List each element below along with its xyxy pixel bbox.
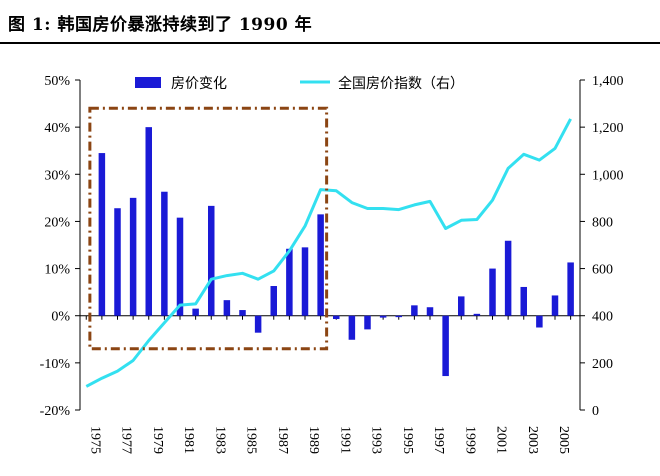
bar	[489, 268, 496, 316]
bar	[473, 313, 481, 316]
title-rule	[0, 42, 660, 44]
x-tick-label: 1989	[306, 426, 321, 454]
bar	[551, 295, 559, 316]
y-left-tick-label: -20%	[40, 404, 71, 419]
legend-label-line: 全国房价指数（右）	[338, 75, 464, 92]
y-left-tick-label: 30%	[44, 168, 70, 183]
y-right-tick-label: 0	[592, 404, 599, 419]
x-tick-label: 2005	[556, 426, 571, 454]
x-tick-label: 1983	[212, 426, 227, 454]
y-left-tick-label: 20%	[44, 215, 70, 230]
bar-series-layer	[98, 127, 574, 377]
annotation-layer	[88, 106, 329, 351]
x-tick-label: 1999	[462, 426, 477, 454]
y-left-tick-label: 0%	[51, 310, 70, 325]
bar	[442, 315, 449, 377]
y-left-tick-label: 40%	[44, 121, 70, 136]
x-tick-label: 1979	[150, 426, 165, 454]
legend-label-bar: 房价变化	[171, 76, 227, 92]
bar	[364, 315, 371, 330]
bar	[176, 217, 184, 316]
highlight-box	[88, 106, 329, 351]
x-tick-label: 1981	[181, 426, 196, 454]
axes-layer: -20% -10% 0% 10% 20% 30% 40% 50% 0 200 400 600 800 1,…	[40, 74, 624, 454]
x-tick-label: 1987	[275, 426, 290, 454]
x-tick-label: 1991	[337, 426, 352, 454]
bar	[254, 315, 262, 333]
bar	[567, 262, 574, 316]
y-left-tick-label: 10%	[44, 263, 70, 278]
bar	[98, 153, 106, 316]
y-right-tick-label: 800	[592, 215, 613, 230]
bar	[145, 127, 152, 316]
bar	[458, 296, 465, 316]
y-right-tick-label: 600	[592, 263, 613, 278]
y-right-tick-label: 1,200	[592, 121, 624, 136]
bar	[192, 308, 199, 316]
bar	[161, 191, 168, 316]
y-left-tick-label: 50%	[44, 74, 70, 89]
bar	[114, 208, 121, 316]
bar	[317, 214, 324, 316]
y-right-tick-label: 200	[592, 357, 613, 372]
x-tick-label: 2001	[494, 426, 509, 454]
bar	[270, 286, 277, 316]
bar	[520, 286, 527, 316]
bar	[426, 307, 434, 316]
bar	[536, 315, 543, 328]
x-tick-label: 1985	[244, 426, 259, 454]
x-tick-label: 1997	[431, 426, 446, 454]
legend-swatch-bar	[135, 77, 161, 88]
bar	[411, 305, 418, 316]
x-tick-label: 1975	[87, 426, 102, 454]
bar	[223, 300, 231, 316]
line-series-layer	[85, 118, 572, 388]
legend: 房价变化 全国房价指数（右）	[135, 75, 464, 92]
x-tick-label: 1977	[119, 426, 134, 454]
y-right-tick-label: 400	[592, 310, 613, 325]
bar	[239, 310, 246, 316]
bar	[333, 315, 340, 320]
bar	[208, 205, 215, 316]
bar	[395, 315, 402, 318]
bar	[379, 315, 387, 318]
y-left-tick-label: -10%	[40, 357, 71, 372]
bar	[286, 248, 293, 316]
bar	[504, 240, 512, 316]
x-tick-label: 2003	[525, 426, 540, 454]
y-right-tick-label: 1,400	[592, 74, 624, 89]
chart-title: 图 1: 韩国房价暴涨持续到了 1990 年	[8, 15, 313, 35]
bar	[129, 197, 137, 316]
index-line	[85, 118, 572, 388]
x-tick-label: 1993	[369, 426, 384, 454]
x-tick-label: 1995	[400, 426, 415, 454]
bar	[348, 315, 356, 340]
y-right-tick-label: 1,000	[592, 168, 624, 183]
bar	[301, 247, 309, 316]
